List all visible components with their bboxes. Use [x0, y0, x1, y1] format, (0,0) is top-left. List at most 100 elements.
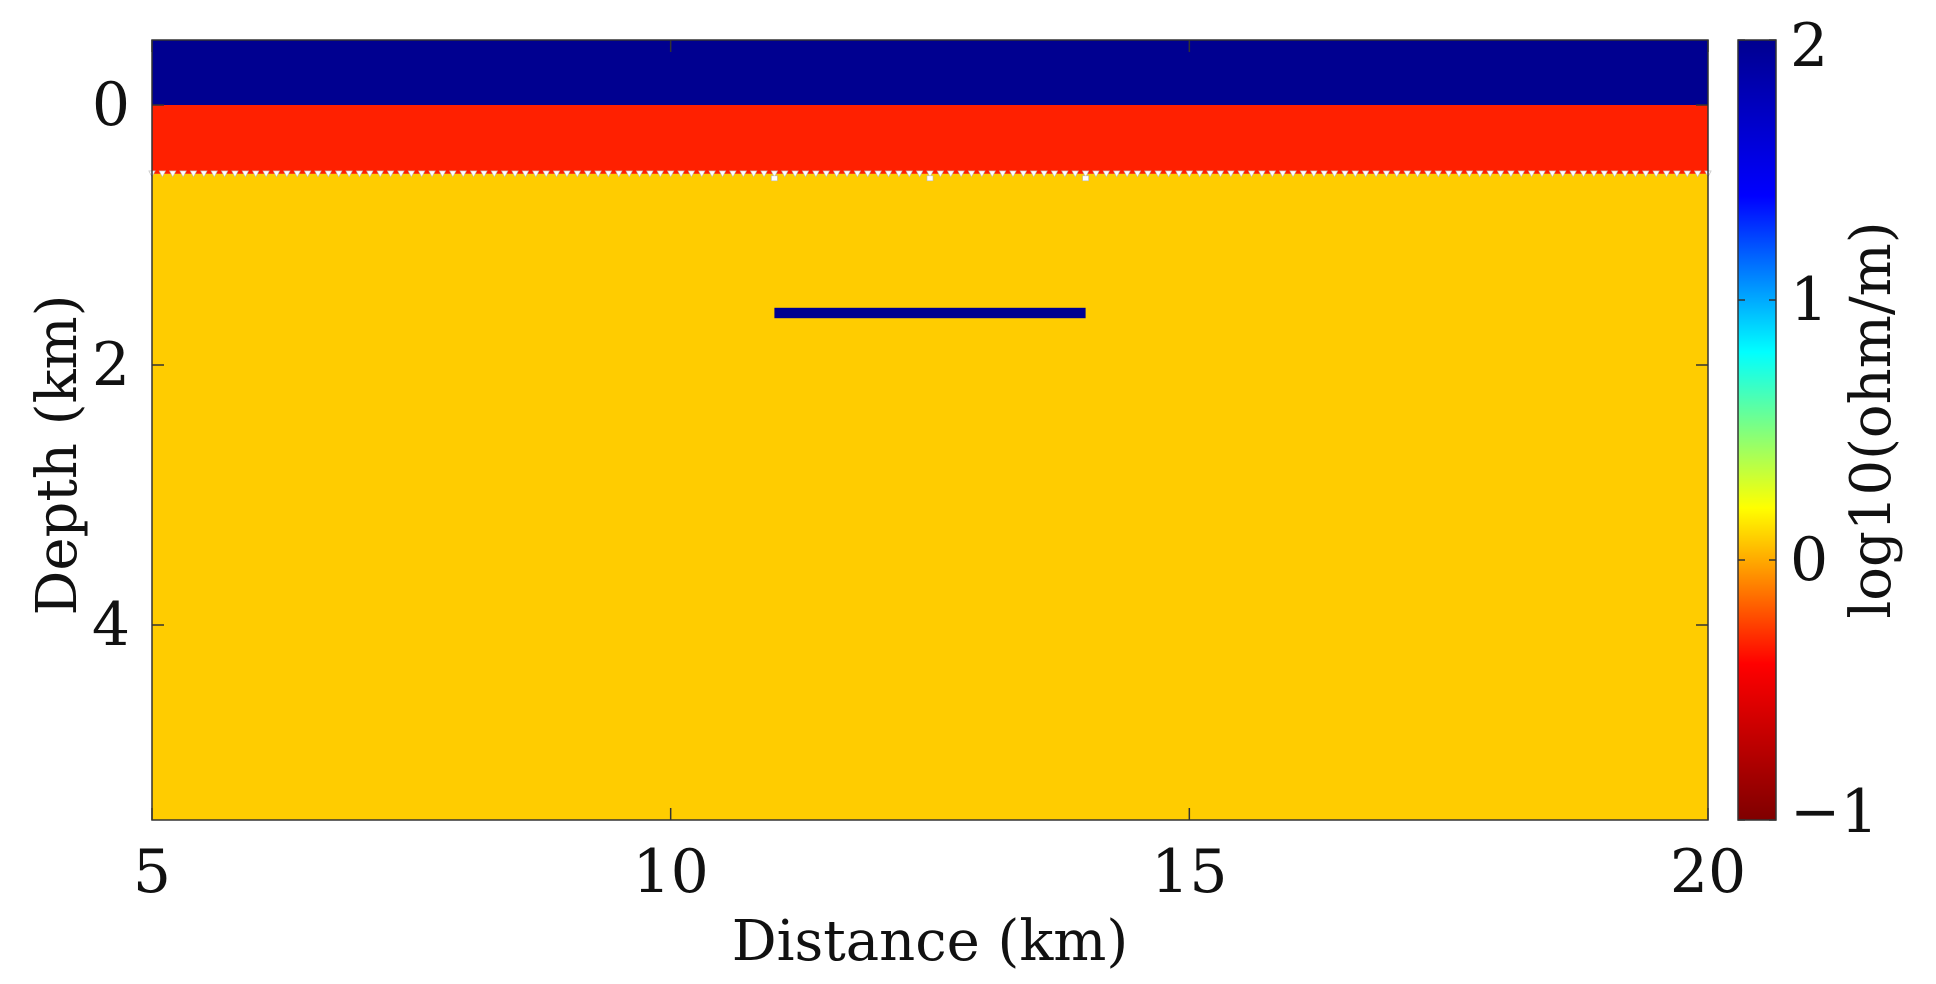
receiver-marker — [1092, 170, 1100, 178]
receiver-marker — [1216, 170, 1225, 178]
receiver-marker — [459, 170, 467, 178]
receiver-marker — [1465, 170, 1474, 178]
receiver-marker — [594, 170, 602, 178]
receiver-marker — [915, 170, 924, 178]
receiver-marker — [1050, 170, 1059, 178]
receiver-marker — [1081, 170, 1090, 178]
receiver-marker — [272, 170, 281, 178]
receiver-marker — [739, 170, 747, 178]
receiver-marker — [542, 170, 550, 178]
source-marker — [926, 175, 934, 182]
receiver-marker — [635, 170, 644, 178]
receiver-marker — [1009, 170, 1017, 178]
model-region-top-layer — [152, 105, 1708, 174]
receiver-marker — [1289, 170, 1297, 178]
receiver-marker — [521, 170, 530, 178]
receiver-marker — [1361, 170, 1370, 178]
receiver-marker — [532, 170, 540, 178]
receiver-marker — [1154, 170, 1162, 178]
receiver-marker — [1382, 170, 1391, 178]
receiver-marker — [1102, 170, 1111, 178]
receiver-marker — [781, 170, 789, 178]
receiver-marker — [1144, 170, 1152, 178]
receiver-marker — [687, 170, 696, 178]
receiver-marker — [418, 170, 426, 178]
receiver-marker — [179, 170, 187, 178]
receiver-marker — [480, 170, 488, 178]
x-tick-label: 5 — [133, 837, 171, 907]
receiver-marker — [210, 170, 218, 178]
receiver-marker — [563, 170, 571, 178]
receiver-marker — [1061, 170, 1069, 178]
receiver-marker — [978, 170, 986, 178]
receiver-marker — [1320, 170, 1328, 178]
receiver-marker — [231, 170, 239, 178]
receiver-marker — [428, 170, 436, 178]
colorbar-tick-label: 1 — [1790, 265, 1828, 335]
receiver-marker — [874, 170, 882, 178]
source-marker — [771, 175, 778, 182]
receiver-marker — [1621, 170, 1629, 178]
receiver-marker — [552, 170, 561, 178]
receiver-marker — [1579, 170, 1588, 178]
receiver-marker — [760, 170, 768, 178]
x-tick-label: 15 — [1151, 837, 1227, 907]
receiver-marker — [1196, 170, 1204, 178]
receiver-marker — [469, 170, 478, 178]
receiver-marker — [355, 170, 364, 178]
receiver-marker — [718, 170, 727, 178]
receiver-marker — [1206, 170, 1214, 178]
receiver-marker — [1299, 170, 1308, 178]
receiver-marker — [1434, 170, 1442, 178]
x-tick-label: 20 — [1670, 837, 1746, 907]
receiver-marker — [832, 170, 841, 178]
receiver-marker — [1569, 170, 1577, 178]
receiver-marker — [1237, 170, 1245, 178]
receiver-marker — [189, 170, 198, 178]
receiver-marker — [1247, 170, 1256, 178]
receiver-marker — [708, 170, 716, 178]
receiver-marker — [843, 170, 851, 178]
receiver-marker — [1403, 170, 1411, 178]
receiver-marker — [615, 170, 623, 178]
receiver-marker — [1507, 170, 1515, 178]
receiver-marker — [366, 170, 374, 178]
receiver-marker — [770, 170, 779, 178]
receiver-marker — [801, 170, 810, 178]
receiver-marker — [158, 170, 167, 178]
receiver-marker — [884, 170, 893, 178]
receiver-marker — [998, 170, 1007, 178]
receiver-marker — [407, 170, 416, 178]
receiver-marker — [1642, 170, 1650, 178]
receiver-marker — [241, 170, 250, 178]
receiver-marker — [438, 170, 447, 178]
model-region-background — [152, 173, 1708, 820]
receiver-marker — [1133, 170, 1142, 178]
receiver-marker — [335, 170, 343, 178]
receiver-marker — [853, 170, 862, 178]
receiver-marker — [646, 170, 654, 178]
receiver-marker — [1600, 170, 1608, 178]
receiver-marker — [1527, 170, 1536, 178]
receiver-marker — [1486, 170, 1494, 178]
receiver-marker — [220, 170, 229, 178]
model-region-sea-water — [152, 40, 1708, 105]
receiver-marker — [1030, 170, 1038, 178]
receiver-marker — [500, 170, 509, 178]
colorbar-bar — [1737, 39, 1777, 821]
receiver-marker — [1631, 170, 1640, 178]
receiver-marker — [397, 170, 405, 178]
receiver-marker — [1496, 170, 1505, 178]
receiver-marker — [1258, 170, 1266, 178]
receiver-marker — [1548, 170, 1557, 178]
receiver-marker — [947, 170, 955, 178]
receiver-marker — [936, 170, 945, 178]
colorbar-tick-label: 0 — [1790, 525, 1828, 595]
receiver-marker — [1351, 170, 1360, 178]
receiver-marker — [1175, 170, 1183, 178]
receiver-marker — [169, 170, 177, 178]
receiver-marker — [1693, 170, 1702, 178]
receiver-marker — [1652, 170, 1660, 178]
receiver-marker — [1278, 170, 1287, 178]
receiver-marker — [1341, 170, 1349, 178]
